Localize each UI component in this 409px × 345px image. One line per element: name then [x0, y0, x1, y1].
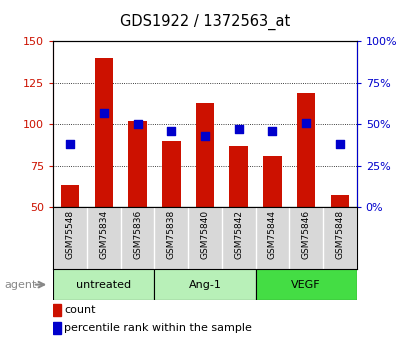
Text: GSM75838: GSM75838: [166, 210, 175, 259]
Text: GDS1922 / 1372563_at: GDS1922 / 1372563_at: [119, 14, 290, 30]
Text: GSM75548: GSM75548: [65, 210, 74, 259]
Point: [201, 133, 208, 139]
Text: GSM75834: GSM75834: [99, 210, 108, 259]
Point: [134, 121, 141, 127]
Point: [235, 126, 241, 132]
Point: [168, 128, 174, 134]
Text: count: count: [64, 305, 95, 315]
Point: [67, 141, 73, 147]
Text: GSM75844: GSM75844: [267, 210, 276, 259]
Bar: [94, 58, 113, 207]
Text: GSM75840: GSM75840: [200, 210, 209, 259]
Bar: [128, 121, 146, 207]
Text: agent: agent: [4, 280, 36, 289]
Point: [100, 110, 107, 115]
Point: [268, 128, 275, 134]
Point: [302, 120, 309, 125]
Text: GSM75846: GSM75846: [301, 210, 310, 259]
Text: percentile rank within the sample: percentile rank within the sample: [64, 323, 251, 333]
Text: GSM75842: GSM75842: [234, 210, 243, 259]
Bar: [53, 269, 154, 300]
Text: untreated: untreated: [76, 280, 131, 289]
Bar: [53, 322, 61, 334]
Text: Ang-1: Ang-1: [188, 280, 221, 289]
Text: GSM75836: GSM75836: [133, 210, 142, 259]
Bar: [229, 146, 247, 207]
Bar: [263, 156, 281, 207]
Bar: [154, 269, 255, 300]
Bar: [330, 195, 348, 207]
Bar: [255, 269, 356, 300]
Bar: [61, 186, 79, 207]
Bar: [296, 93, 315, 207]
Bar: [195, 103, 214, 207]
Text: VEGF: VEGF: [291, 280, 320, 289]
Point: [336, 141, 342, 147]
Text: GSM75848: GSM75848: [335, 210, 344, 259]
Bar: [162, 141, 180, 207]
Bar: [53, 304, 61, 316]
